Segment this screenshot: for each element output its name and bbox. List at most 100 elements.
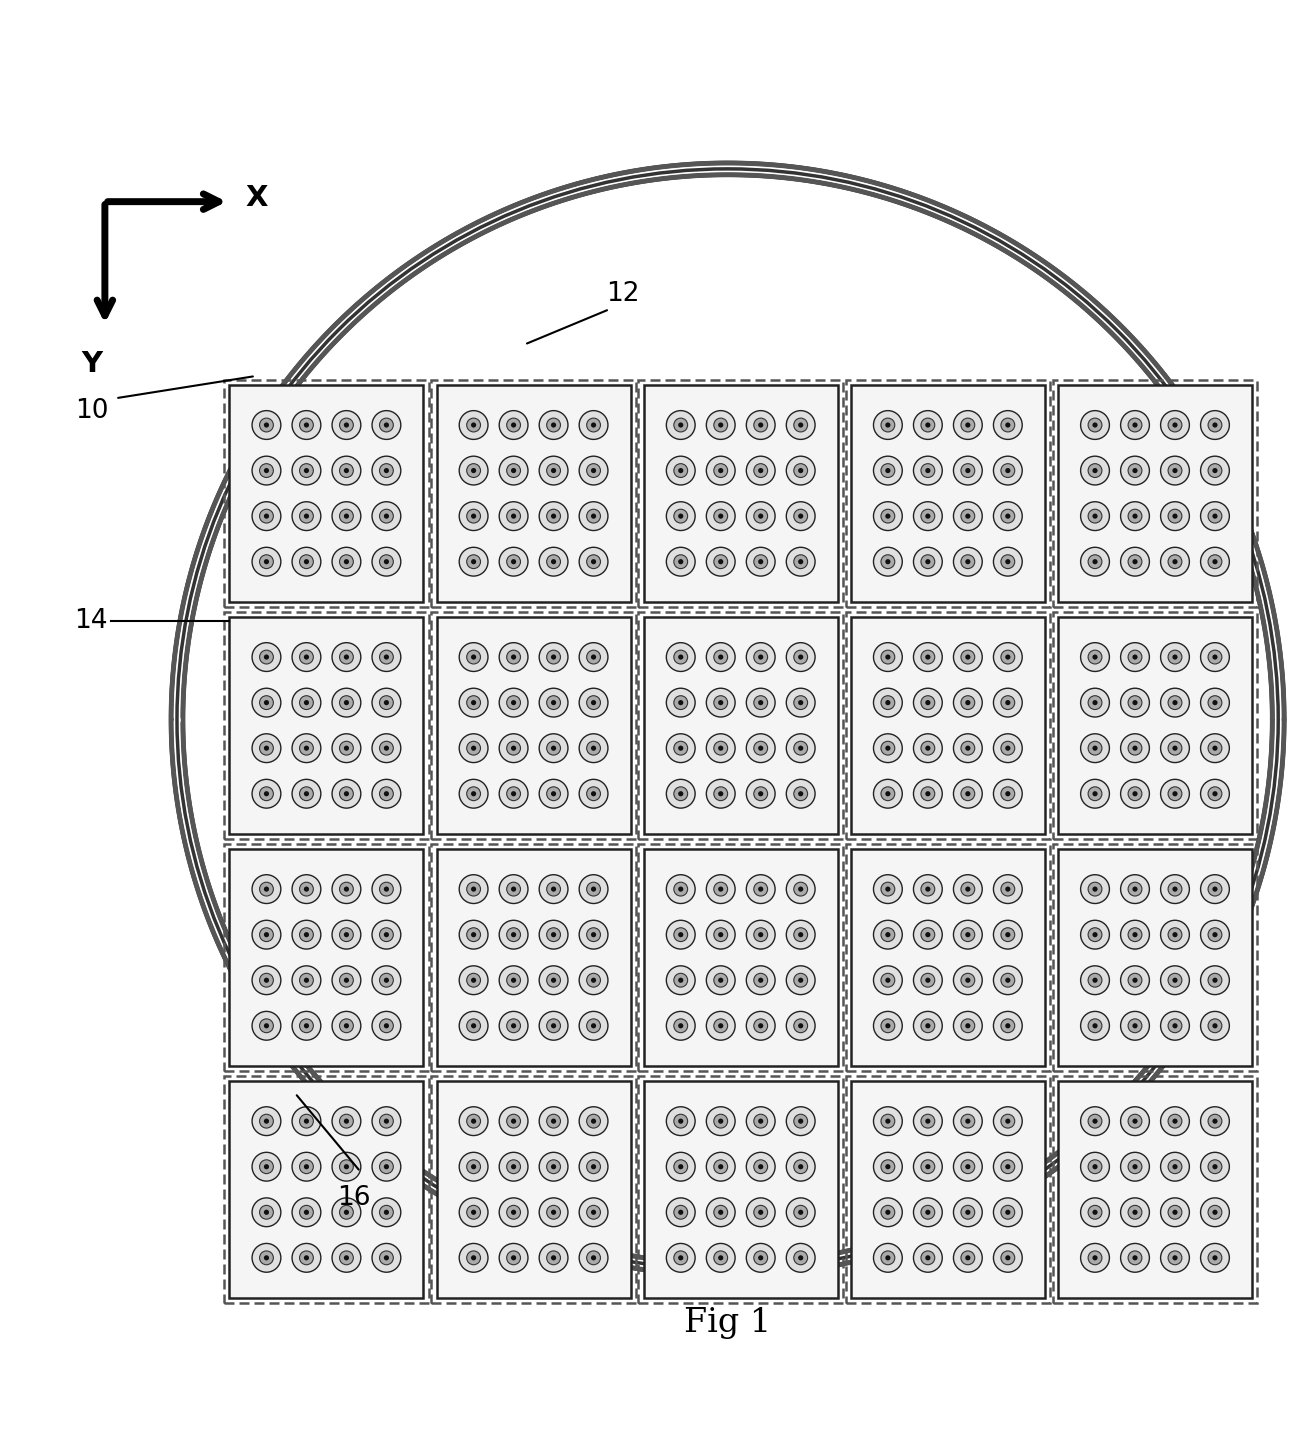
Circle shape: [1121, 734, 1150, 763]
Circle shape: [707, 456, 735, 485]
Circle shape: [539, 688, 568, 717]
Circle shape: [1121, 875, 1150, 904]
Circle shape: [1088, 882, 1103, 896]
Circle shape: [252, 1012, 281, 1040]
Circle shape: [920, 1114, 935, 1128]
Circle shape: [965, 932, 970, 937]
Circle shape: [873, 1012, 902, 1040]
Circle shape: [881, 509, 895, 522]
Circle shape: [1088, 555, 1103, 568]
Circle shape: [591, 791, 597, 796]
Circle shape: [264, 560, 269, 564]
Circle shape: [678, 514, 683, 518]
Circle shape: [1006, 791, 1011, 796]
Circle shape: [260, 928, 274, 941]
Circle shape: [666, 1107, 695, 1135]
Circle shape: [666, 1243, 695, 1272]
Circle shape: [746, 643, 775, 672]
Circle shape: [547, 1250, 561, 1265]
Circle shape: [1006, 932, 1011, 937]
Circle shape: [1088, 741, 1103, 755]
Circle shape: [264, 1118, 269, 1124]
Circle shape: [459, 547, 488, 576]
Circle shape: [754, 419, 768, 432]
Circle shape: [926, 514, 931, 518]
Circle shape: [304, 932, 309, 937]
Circle shape: [1172, 745, 1177, 751]
Circle shape: [754, 1114, 768, 1128]
Circle shape: [798, 745, 804, 751]
Circle shape: [713, 1160, 728, 1174]
Circle shape: [471, 514, 476, 518]
Circle shape: [379, 1160, 393, 1174]
Circle shape: [1006, 977, 1011, 983]
Circle shape: [591, 560, 597, 564]
Circle shape: [1213, 560, 1218, 564]
Circle shape: [252, 1243, 281, 1272]
Circle shape: [260, 1114, 274, 1128]
Circle shape: [678, 1164, 683, 1170]
Circle shape: [914, 547, 943, 576]
Circle shape: [299, 695, 313, 709]
Circle shape: [994, 410, 1023, 439]
Circle shape: [1201, 410, 1230, 439]
Circle shape: [713, 650, 728, 663]
Circle shape: [304, 699, 309, 705]
Circle shape: [787, 688, 815, 717]
Circle shape: [793, 695, 808, 709]
Circle shape: [666, 547, 695, 576]
Circle shape: [579, 643, 608, 672]
Circle shape: [384, 423, 389, 427]
Circle shape: [379, 928, 393, 941]
Circle shape: [746, 410, 775, 439]
Circle shape: [965, 1255, 970, 1261]
Circle shape: [1213, 699, 1218, 705]
Circle shape: [299, 419, 313, 432]
Bar: [1058, 617, 1252, 833]
Circle shape: [292, 1153, 321, 1181]
Circle shape: [758, 1210, 763, 1215]
Circle shape: [372, 502, 401, 531]
Circle shape: [1160, 456, 1189, 485]
Circle shape: [547, 882, 561, 896]
Circle shape: [713, 509, 728, 522]
Circle shape: [332, 502, 361, 531]
Circle shape: [384, 699, 389, 705]
Circle shape: [885, 560, 890, 564]
Circle shape: [292, 1197, 321, 1226]
Circle shape: [459, 1197, 488, 1226]
Circle shape: [718, 977, 724, 983]
Circle shape: [798, 655, 804, 659]
Circle shape: [1201, 502, 1230, 531]
Circle shape: [1201, 688, 1230, 717]
Circle shape: [1160, 921, 1189, 950]
Circle shape: [1168, 787, 1183, 800]
Circle shape: [299, 1250, 313, 1265]
Circle shape: [926, 1164, 931, 1170]
Circle shape: [1088, 463, 1103, 478]
Circle shape: [1213, 1164, 1218, 1170]
Circle shape: [953, 456, 982, 485]
Circle shape: [746, 875, 775, 904]
Circle shape: [591, 1023, 597, 1029]
Circle shape: [384, 1210, 389, 1215]
Circle shape: [1168, 1250, 1183, 1265]
Circle shape: [666, 1197, 695, 1226]
Circle shape: [793, 882, 808, 896]
Circle shape: [384, 1023, 389, 1029]
Circle shape: [787, 502, 815, 531]
Circle shape: [920, 1250, 935, 1265]
Circle shape: [1168, 509, 1183, 522]
Circle shape: [798, 514, 804, 518]
Circle shape: [965, 977, 970, 983]
Circle shape: [787, 643, 815, 672]
Circle shape: [1201, 1153, 1230, 1181]
Circle shape: [793, 650, 808, 663]
Circle shape: [547, 973, 561, 987]
Circle shape: [1160, 688, 1189, 717]
Circle shape: [539, 502, 568, 531]
Circle shape: [591, 468, 597, 473]
Circle shape: [666, 643, 695, 672]
Circle shape: [1000, 787, 1015, 800]
Circle shape: [511, 977, 517, 983]
